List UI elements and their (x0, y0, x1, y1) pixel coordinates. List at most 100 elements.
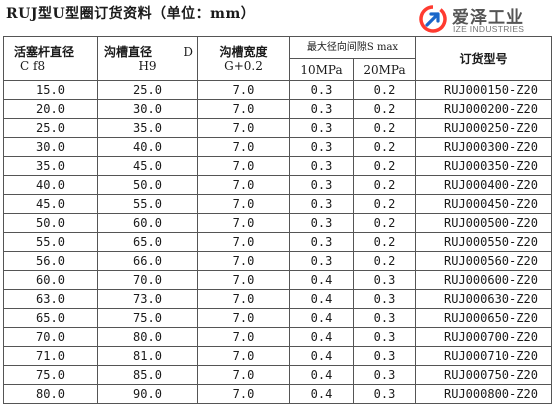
table-row: 63.0 73.0 7.0 0.4 0.3 RUJ000630-Z20 (3, 289, 552, 309)
cell-order-model: RUJ000700-Z20 (415, 327, 552, 347)
cell-order-model: RUJ000600-Z20 (415, 270, 552, 290)
table-row: 71.0 81.0 7.0 0.4 0.3 RUJ000710-Z20 (3, 346, 552, 366)
cell-clearance-20mpa: 0.3 (353, 289, 416, 309)
table-row: 30.0 40.0 7.0 0.3 0.2 RUJ000300-Z20 (3, 137, 552, 157)
header-groove-diameter-symbol: D (183, 44, 193, 59)
cell-clearance-10mpa: 0.3 (289, 156, 354, 176)
cell-clearance-10mpa: 0.3 (289, 80, 354, 100)
cell-clearance-20mpa: 0.3 (353, 327, 416, 347)
cell-clearance-20mpa: 0.2 (353, 99, 416, 119)
cell-clearance-20mpa: 0.2 (353, 194, 416, 214)
cell-order-model: RUJ000500-Z20 (415, 213, 552, 233)
header-groove-diameter: 沟槽直径 D H9 (97, 36, 198, 81)
header-20mpa: 20MPa (353, 58, 416, 81)
cell-clearance-10mpa: 0.4 (289, 327, 354, 347)
cell-groove-diameter: 55.0 (97, 194, 198, 214)
cell-groove-width: 7.0 (197, 270, 290, 290)
cell-groove-diameter: 65.0 (97, 232, 198, 252)
table-row: 56.0 66.0 7.0 0.3 0.2 RUJ000560-Z20 (3, 251, 552, 271)
cell-groove-diameter: 70.0 (97, 270, 198, 290)
cell-clearance-10mpa: 0.4 (289, 384, 354, 404)
document-title: RUJ型U型圈订货资料（单位：mm） (6, 6, 256, 22)
cell-order-model: RUJ000200-Z20 (415, 99, 552, 119)
table-row: 65.0 75.0 7.0 0.4 0.3 RUJ000650-Z20 (3, 308, 552, 328)
cell-groove-width: 7.0 (197, 232, 290, 252)
cell-rod-diameter: 55.0 (3, 232, 98, 252)
cell-groove-width: 7.0 (197, 289, 290, 309)
cell-groove-diameter: 66.0 (97, 251, 198, 271)
table-row: 35.0 45.0 7.0 0.3 0.2 RUJ000350-Z20 (3, 156, 552, 176)
cell-clearance-20mpa: 0.3 (353, 365, 416, 385)
table-row: 80.0 90.0 7.0 0.4 0.3 RUJ000800-Z20 (3, 384, 552, 404)
header-10mpa: 10MPa (289, 58, 354, 81)
cell-groove-width: 7.0 (197, 308, 290, 328)
cell-groove-width: 7.0 (197, 137, 290, 157)
cell-groove-width: 7.0 (197, 194, 290, 214)
cell-clearance-20mpa: 0.2 (353, 80, 416, 100)
table-row: 15.0 25.0 7.0 0.3 0.2 RUJ000150-Z20 (3, 80, 552, 100)
cell-groove-width: 7.0 (197, 251, 290, 271)
cell-rod-diameter: 56.0 (3, 251, 98, 271)
cell-clearance-20mpa: 0.2 (353, 137, 416, 157)
cell-groove-diameter: 85.0 (97, 365, 198, 385)
header-groove-diameter-label: 沟槽直径 (104, 44, 153, 59)
table-row: 75.0 85.0 7.0 0.4 0.3 RUJ000750-Z20 (3, 365, 552, 385)
cell-groove-width: 7.0 (197, 156, 290, 176)
cell-groove-diameter: 35.0 (97, 118, 198, 138)
cell-clearance-20mpa: 0.2 (353, 175, 416, 195)
cell-clearance-10mpa: 0.3 (289, 194, 354, 214)
ize-logo-icon (419, 5, 447, 33)
cell-groove-width: 7.0 (197, 365, 290, 385)
table-row: 50.0 60.0 7.0 0.3 0.2 RUJ000500-Z20 (3, 213, 552, 233)
header-rod-diameter: 活塞杆直径 C f8 (3, 36, 98, 81)
cell-groove-diameter: 40.0 (97, 137, 198, 157)
header-groove-diameter-tolerance: H9 (138, 58, 157, 73)
cell-clearance-20mpa: 0.2 (353, 213, 416, 233)
header-rod-diameter-tolerance: C f8 (20, 58, 46, 73)
cell-clearance-20mpa: 0.3 (353, 270, 416, 290)
cell-clearance-20mpa: 0.2 (353, 118, 416, 138)
cell-order-model: RUJ000560-Z20 (415, 251, 552, 271)
header-groove-diameter-line: 沟槽直径 D (98, 45, 197, 59)
cell-rod-diameter: 63.0 (3, 289, 98, 309)
cell-rod-diameter: 75.0 (3, 365, 98, 385)
company-logo: 爱泽工业 IZE INDUSTRIES (418, 2, 552, 38)
cell-order-model: RUJ000400-Z20 (415, 175, 552, 195)
cell-groove-diameter: 25.0 (97, 80, 198, 100)
cell-clearance-20mpa: 0.2 (353, 251, 416, 271)
cell-clearance-10mpa: 0.3 (289, 175, 354, 195)
cell-clearance-20mpa: 0.2 (353, 232, 416, 252)
cell-rod-diameter: 40.0 (3, 175, 98, 195)
cell-rod-diameter: 70.0 (3, 327, 98, 347)
header-max-radial-clearance: 最大径向间隙S max (289, 36, 416, 59)
cell-order-model: RUJ000800-Z20 (415, 384, 552, 404)
cell-groove-diameter: 75.0 (97, 308, 198, 328)
cell-groove-diameter: 60.0 (97, 213, 198, 233)
table-row: 20.0 30.0 7.0 0.3 0.2 RUJ000200-Z20 (3, 99, 552, 119)
table-row: 25.0 35.0 7.0 0.3 0.2 RUJ000250-Z20 (3, 118, 552, 138)
table-row: 60.0 70.0 7.0 0.4 0.3 RUJ000600-Z20 (3, 270, 552, 290)
cell-clearance-20mpa: 0.3 (353, 384, 416, 404)
cell-groove-width: 7.0 (197, 346, 290, 366)
cell-order-model: RUJ000250-Z20 (415, 118, 552, 138)
cell-groove-diameter: 50.0 (97, 175, 198, 195)
cell-rod-diameter: 15.0 (3, 80, 98, 100)
cell-groove-width: 7.0 (197, 99, 290, 119)
cell-order-model: RUJ000750-Z20 (415, 365, 552, 385)
cell-order-model: RUJ000450-Z20 (415, 194, 552, 214)
cell-groove-width: 7.0 (197, 213, 290, 233)
table-row: 45.0 55.0 7.0 0.3 0.2 RUJ000450-Z20 (3, 194, 552, 214)
cell-order-model: RUJ000710-Z20 (415, 346, 552, 366)
cell-groove-width: 7.0 (197, 80, 290, 100)
cell-clearance-10mpa: 0.3 (289, 99, 354, 119)
cell-clearance-10mpa: 0.4 (289, 270, 354, 290)
cell-groove-width: 7.0 (197, 175, 290, 195)
header-groove-width-tolerance: G+0.2 (224, 58, 263, 73)
cell-rod-diameter: 45.0 (3, 194, 98, 214)
cell-order-model: RUJ000550-Z20 (415, 232, 552, 252)
cell-order-model: RUJ000150-Z20 (415, 80, 552, 100)
cell-rod-diameter: 35.0 (3, 156, 98, 176)
cell-clearance-10mpa: 0.3 (289, 213, 354, 233)
cell-groove-diameter: 81.0 (97, 346, 198, 366)
cell-order-model: RUJ000300-Z20 (415, 137, 552, 157)
